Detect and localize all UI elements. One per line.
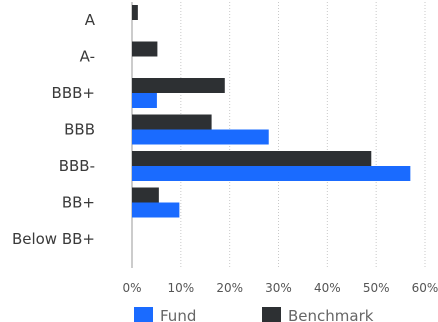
- category-label-bbb-minus: BBB-: [59, 157, 95, 175]
- x-tick-40pct: 40%: [314, 281, 341, 295]
- x-tick-50pct: 50%: [363, 281, 390, 295]
- bar-fund-bb-plus: [132, 202, 180, 218]
- x-tick-10pct: 10%: [167, 281, 194, 295]
- x-tick-60pct: 60%: [412, 281, 438, 295]
- category-label-bb-plus: BB+: [62, 194, 95, 212]
- category-label-a-minus: A-: [80, 48, 95, 66]
- category-label-below-bb-plus: Below BB+: [12, 230, 95, 248]
- bar-benchmark-bbb-minus: [132, 151, 372, 166]
- bar-fund-bbb-plus: [132, 93, 157, 108]
- legend-swatch-benchmark: [262, 307, 281, 322]
- bar-benchmark-bb-plus: [132, 187, 159, 203]
- bars: [132, 5, 411, 218]
- legend-label-fund: Fund: [160, 307, 196, 322]
- category-labels: A A- BBB+ BBB BBB- BB+ Below BB+: [12, 11, 96, 248]
- bar-fund-bbb-minus: [132, 166, 411, 181]
- legend-swatch-fund: [134, 307, 153, 322]
- category-label-bbb-plus: BBB+: [52, 84, 95, 102]
- category-label-a: A: [85, 11, 96, 29]
- bar-benchmark-a: [132, 5, 138, 20]
- x-tick-20pct: 20%: [216, 281, 243, 295]
- bar-benchmark-a-minus: [132, 41, 158, 57]
- legend-label-benchmark: Benchmark: [288, 307, 374, 322]
- x-tick-30pct: 30%: [265, 281, 292, 295]
- category-label-bbb: BBB: [64, 121, 95, 139]
- legend: Fund Benchmark: [134, 307, 374, 322]
- bar-fund-bbb: [132, 129, 269, 145]
- bar-benchmark-bbb-plus: [132, 78, 225, 93]
- x-tick-0pct: 0%: [122, 281, 141, 295]
- x-tick-labels: 0% 10% 20% 30% 40% 50% 60%: [122, 281, 438, 295]
- bar-benchmark-bbb: [132, 114, 212, 130]
